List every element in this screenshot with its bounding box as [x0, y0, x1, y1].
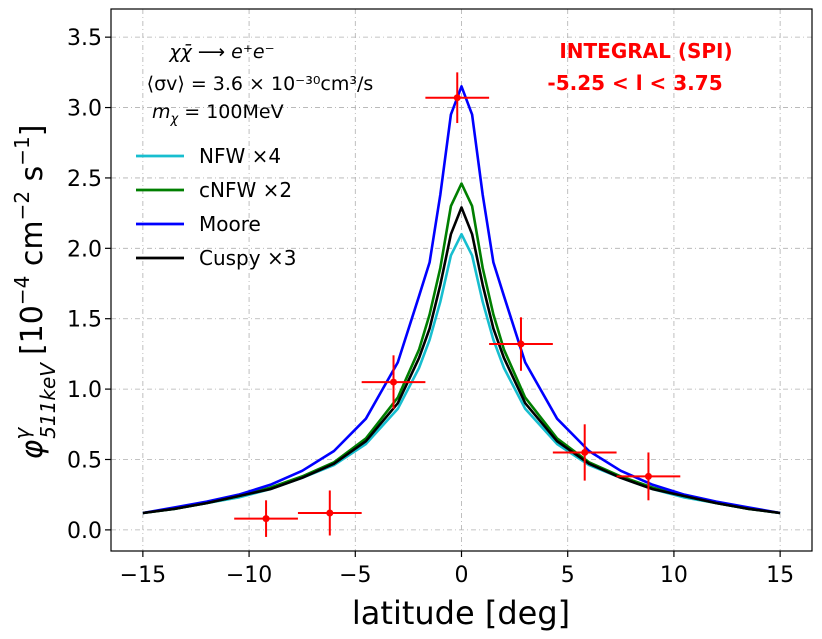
- y-label-cm: cm: [15, 220, 50, 275]
- annotation-longitude-range: -5.25 < l < 3.75: [547, 71, 722, 95]
- legend-label: Cuspy ×3: [199, 246, 296, 270]
- legend-entry: Moore: [136, 212, 261, 236]
- annotation-mass: mχ = 100MeV: [152, 101, 284, 127]
- annotation-instrument: INTEGRAL (SPI): [559, 39, 732, 63]
- y-tick-label: 0.5: [67, 448, 102, 473]
- point-marker: [644, 472, 652, 480]
- series-line: [142, 85, 781, 515]
- legend: NFW ×4 cNFW ×2 Moore Cuspy ×3: [136, 144, 296, 270]
- legend-label: Moore: [199, 212, 261, 236]
- x-tick-label: −5: [339, 563, 371, 588]
- legend-label: cNFW ×2: [199, 178, 292, 202]
- annotation-process: χχ̄ ⟶ e⁺e⁻: [168, 41, 274, 63]
- x-tick-label: −15: [120, 563, 166, 588]
- y-tick-label: 2.0: [67, 237, 102, 262]
- y-tick-label: 3.0: [67, 97, 102, 122]
- annotation-mass-symbol: m: [152, 101, 171, 123]
- x-tick-label: 15: [766, 563, 794, 588]
- x-tick-label: −10: [226, 563, 272, 588]
- point-marker: [390, 378, 398, 386]
- y-tick-label: 1.5: [67, 308, 102, 333]
- axis-ticks: −15 −10 −5 0 5 10 15 0.0 0.5 1.0 1.5 2.0 2.5 3.0 3.5: [67, 26, 794, 588]
- y-label-exp2: −2: [10, 191, 34, 220]
- data-point: [234, 500, 298, 537]
- legend-entry: Cuspy ×3: [136, 246, 296, 270]
- x-tick-label: 10: [660, 563, 688, 588]
- y-tick-label: 1.0: [67, 378, 102, 403]
- y-tick-label: 3.5: [67, 26, 102, 51]
- legend-entry: NFW ×4: [136, 144, 281, 168]
- y-label-unit: [10: [15, 305, 50, 355]
- series-line: [142, 206, 781, 515]
- y-label-exp1: −4: [10, 276, 34, 305]
- x-tick-label: 5: [561, 563, 575, 588]
- series-line: [142, 182, 781, 515]
- y-tick-label: 0.0: [67, 519, 102, 544]
- y-label-sup: γ: [10, 427, 34, 440]
- grid-lines: [111, 9, 812, 551]
- legend-entry: cNFW ×2: [136, 178, 292, 202]
- y-label-symbol: φ: [15, 439, 50, 459]
- legend-label: NFW ×4: [199, 144, 281, 168]
- point-marker: [262, 515, 270, 523]
- x-axis-label: latitude [deg]: [352, 594, 570, 632]
- point-marker: [581, 448, 589, 456]
- model-curves: [142, 85, 781, 515]
- y-label-end: ]: [15, 125, 50, 137]
- x-tick-label: 0: [455, 563, 469, 588]
- annotation-mass-value: = 100MeV: [178, 101, 283, 123]
- y-label-sub: 511keV: [36, 362, 60, 439]
- data-point: [425, 72, 490, 124]
- data-point: [552, 424, 617, 481]
- point-marker: [517, 340, 525, 348]
- annotation-mass-sub: χ: [170, 112, 180, 127]
- point-marker: [453, 94, 461, 102]
- data-point: [616, 452, 681, 501]
- annotation-cross-section: ⟨σv⟩ = 3.6 × 10⁻³⁰cm³/s: [147, 73, 374, 95]
- data-point: [489, 317, 553, 371]
- y-label-exp3: −1: [10, 136, 34, 165]
- point-marker: [326, 509, 334, 517]
- data-point: [361, 355, 426, 409]
- y-axis-label: φγ 511keV [10−4 cm−2 s−1]: [10, 125, 60, 460]
- integral-data-points: [234, 72, 681, 537]
- y-tick-label: 2.5: [67, 167, 102, 192]
- data-point: [297, 490, 362, 536]
- y-label-s: s: [15, 166, 50, 191]
